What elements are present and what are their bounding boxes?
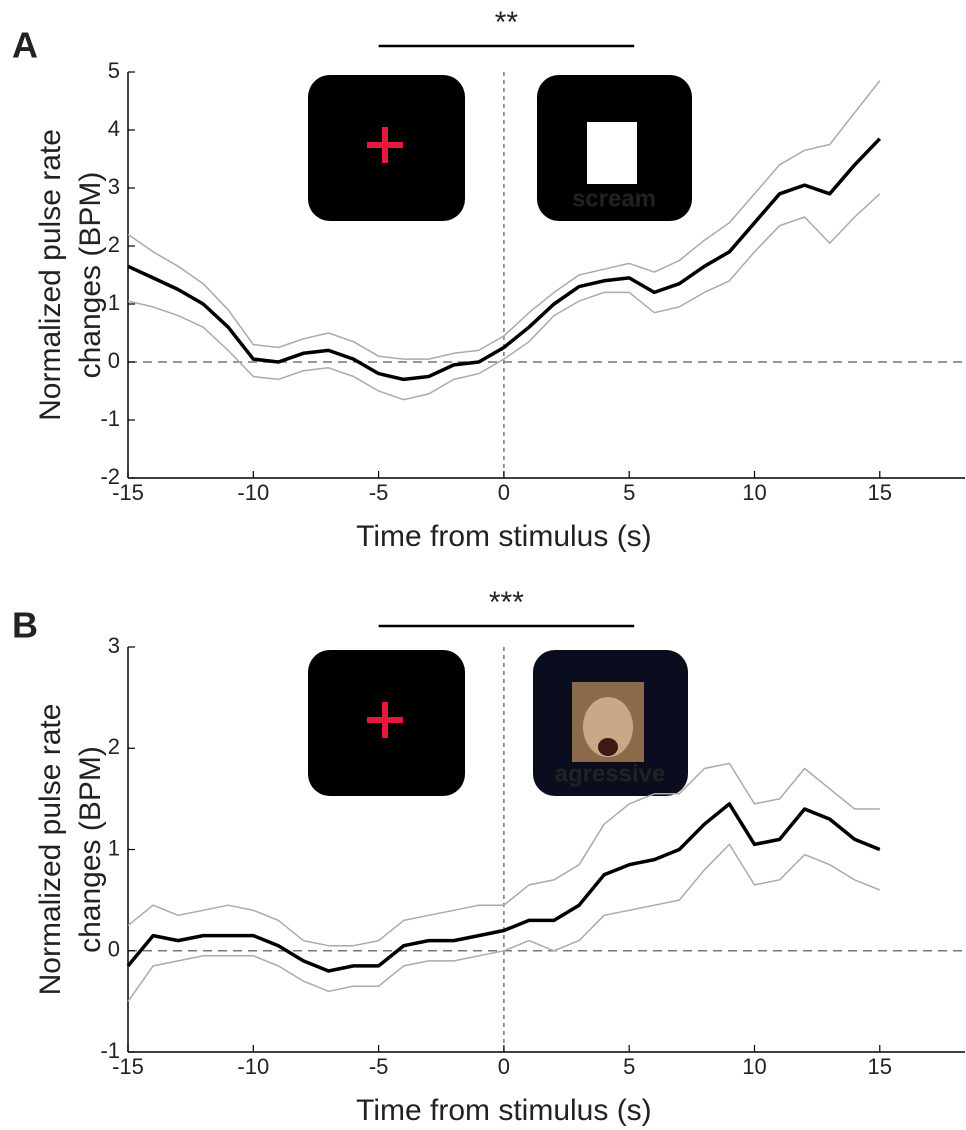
y-tick-label: 1 [108,290,120,315]
x-tick-label: -10 [237,1054,269,1079]
y-tick-label: 5 [108,58,120,83]
x-tick-label: -10 [237,480,269,505]
stimulus-image [587,122,637,184]
x-tick-label: -5 [369,480,389,505]
stimulus-label: scream [572,185,656,212]
panel-label: A [12,25,38,66]
x-tick-label: 0 [498,1054,510,1079]
x-tick-label: 15 [868,1054,892,1079]
x-tick-label: -5 [369,1054,389,1079]
y-tick-label: 0 [108,937,120,962]
x-tick-label: 0 [498,480,510,505]
x-axis-label: Time from stimulus (s) [356,1094,652,1127]
x-tick-label: -15 [112,480,144,505]
y-tick-label: -1 [100,406,120,431]
x-tick-label: 10 [742,480,766,505]
y-tick-label: 3 [108,633,120,658]
y-tick-label: 2 [108,232,120,257]
y-tick-label: 0 [108,348,120,373]
y-tick-label: 2 [108,734,120,759]
y-axis-label: Normalized pulse rate [34,704,67,996]
stimulus-mouth [598,738,618,756]
panel-label: B [12,605,38,646]
x-tick-label: 5 [623,1054,635,1079]
y-axis-label: changes (BPM) [74,172,107,379]
bound-line [128,763,880,945]
x-tick-label: 10 [742,1054,766,1079]
x-tick-label: -15 [112,1054,144,1079]
y-tick-label: 3 [108,174,120,199]
significance-label: ** [495,6,519,39]
y-tick-label: 4 [108,116,120,141]
stimulus-label: agressive [555,760,666,787]
x-tick-label: 5 [623,480,635,505]
figure: A**scream-2-1012345-15-10-5051015Time fr… [0,0,966,1130]
y-axis-label: Normalized pulse rate [34,129,67,421]
x-axis-label: Time from stimulus (s) [356,520,652,553]
significance-label: *** [489,586,524,619]
y-tick-label: 1 [108,835,120,860]
x-tick-label: 15 [868,480,892,505]
y-axis-label: changes (BPM) [74,746,107,953]
